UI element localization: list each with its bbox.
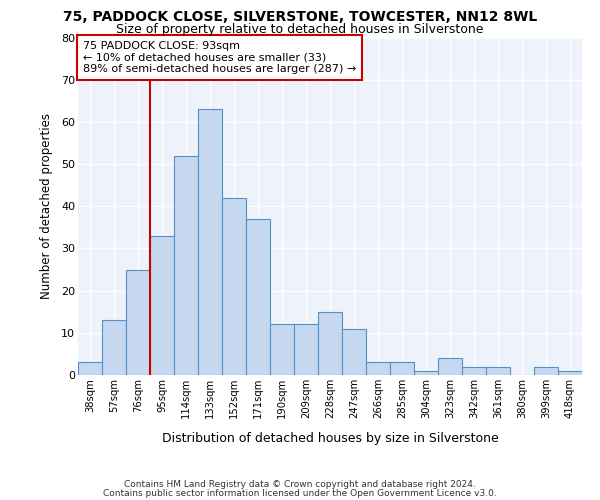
Text: Contains public sector information licensed under the Open Government Licence v3: Contains public sector information licen… xyxy=(103,488,497,498)
Text: 75, PADDOCK CLOSE, SILVERSTONE, TOWCESTER, NN12 8WL: 75, PADDOCK CLOSE, SILVERSTONE, TOWCESTE… xyxy=(63,10,537,24)
Bar xyxy=(222,198,246,375)
Bar xyxy=(294,324,318,375)
Bar xyxy=(78,362,102,375)
Bar xyxy=(462,366,486,375)
Bar xyxy=(318,312,342,375)
Bar xyxy=(438,358,462,375)
Bar xyxy=(342,328,366,375)
Bar xyxy=(390,362,414,375)
Bar xyxy=(534,366,558,375)
Bar xyxy=(246,219,270,375)
Text: Contains HM Land Registry data © Crown copyright and database right 2024.: Contains HM Land Registry data © Crown c… xyxy=(124,480,476,489)
X-axis label: Distribution of detached houses by size in Silverstone: Distribution of detached houses by size … xyxy=(161,432,499,445)
Bar xyxy=(270,324,294,375)
Text: Size of property relative to detached houses in Silverstone: Size of property relative to detached ho… xyxy=(116,22,484,36)
Bar xyxy=(126,270,150,375)
Bar xyxy=(150,236,174,375)
Bar xyxy=(198,109,222,375)
Bar xyxy=(414,371,438,375)
Bar xyxy=(558,371,582,375)
Bar xyxy=(486,366,510,375)
Bar xyxy=(174,156,198,375)
Bar xyxy=(366,362,390,375)
Y-axis label: Number of detached properties: Number of detached properties xyxy=(40,114,53,299)
Text: 75 PADDOCK CLOSE: 93sqm
← 10% of detached houses are smaller (33)
89% of semi-de: 75 PADDOCK CLOSE: 93sqm ← 10% of detache… xyxy=(83,41,356,74)
Bar xyxy=(102,320,126,375)
